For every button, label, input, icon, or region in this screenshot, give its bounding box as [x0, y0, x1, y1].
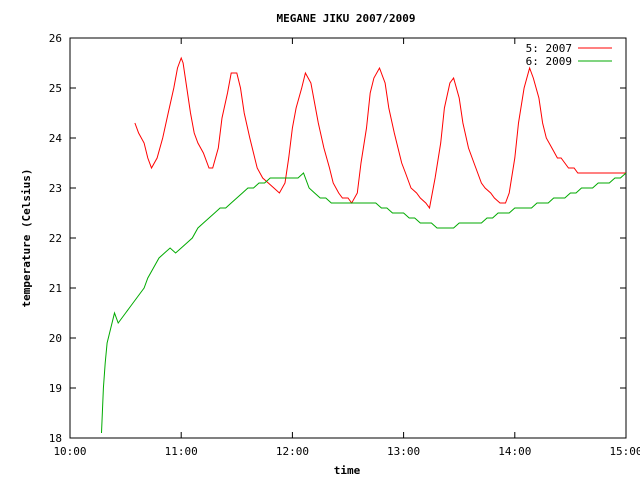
series-line-2: [101, 172, 627, 434]
x-tick-label: 14:00: [498, 445, 531, 458]
x-tick-label: 13:00: [387, 445, 420, 458]
y-tick-label: 24: [49, 132, 63, 145]
x-tick-label: 11:00: [165, 445, 198, 458]
series-layer: [101, 56, 627, 434]
x-axis: 10:00 11:00 12:00 13:00 14:00 15:00: [53, 38, 640, 458]
y-axis-label: temperature (Celsius): [20, 168, 33, 307]
y-tick-label: 26: [49, 32, 62, 45]
x-tick-label: 15:00: [609, 445, 640, 458]
chart-title: MEGANE JIKU 2007/2009: [276, 12, 415, 25]
x-tick-label: 12:00: [276, 445, 309, 458]
y-tick-label: 23: [49, 182, 62, 195]
y-tick-label: 22: [49, 232, 62, 245]
y-tick-label: 20: [49, 332, 62, 345]
y-tick-label: 19: [49, 382, 62, 395]
y-tick-label: 25: [49, 82, 62, 95]
x-axis-label: time: [334, 464, 361, 477]
y-tick-label: 18: [49, 432, 62, 445]
x-tick-label: 10:00: [53, 445, 86, 458]
y-tick-label: 21: [49, 282, 62, 295]
legend-label: 6: 2009: [526, 55, 572, 68]
y-axis: 18 19 20 21 22 23 24 25 26: [49, 32, 626, 445]
plot-area-frame: [69, 37, 627, 439]
series-line-1: [134, 56, 626, 210]
legend-label: 5: 2007: [526, 42, 572, 55]
